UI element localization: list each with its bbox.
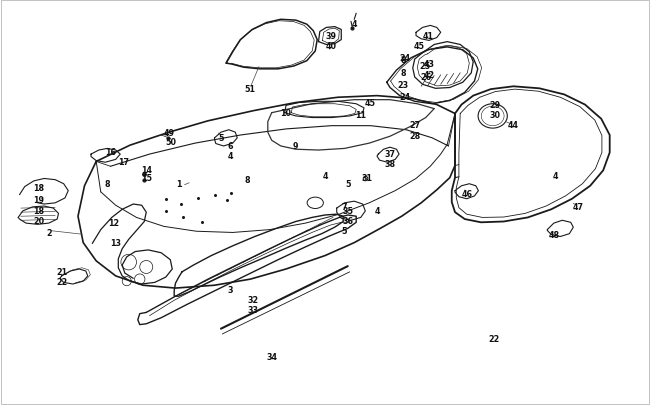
Text: 41: 41: [422, 32, 433, 41]
Text: 13: 13: [111, 239, 121, 247]
Text: 40: 40: [326, 42, 337, 51]
Text: 45: 45: [414, 42, 424, 51]
Text: 35: 35: [343, 206, 353, 215]
Text: 18: 18: [33, 184, 45, 193]
Text: 33: 33: [248, 305, 259, 314]
Text: 42: 42: [423, 70, 435, 79]
Text: 3: 3: [228, 285, 233, 294]
Text: 43: 43: [424, 60, 434, 69]
Text: 1: 1: [176, 180, 181, 189]
Text: 22: 22: [488, 334, 500, 343]
Text: 18: 18: [33, 206, 45, 215]
Text: 47: 47: [573, 202, 584, 211]
Text: 45: 45: [365, 99, 376, 108]
Text: 17: 17: [118, 158, 129, 166]
Text: 51: 51: [245, 85, 255, 94]
Text: 27: 27: [409, 121, 421, 130]
Text: 16: 16: [105, 147, 116, 156]
Text: 26: 26: [420, 72, 432, 81]
Text: 21: 21: [56, 267, 68, 276]
Text: 5: 5: [218, 133, 224, 142]
Text: 4: 4: [228, 151, 233, 160]
Text: 22: 22: [56, 277, 68, 286]
Text: 9: 9: [293, 141, 298, 150]
Text: 24: 24: [399, 93, 411, 102]
Text: 38: 38: [384, 160, 396, 168]
Text: 6: 6: [228, 141, 233, 150]
Text: 31: 31: [362, 174, 372, 183]
Text: 32: 32: [248, 295, 259, 304]
Text: 10: 10: [281, 109, 291, 118]
Text: 46: 46: [462, 190, 472, 199]
Text: 2: 2: [46, 228, 51, 237]
Text: 48: 48: [548, 230, 560, 239]
Text: 37: 37: [385, 149, 395, 158]
Text: 30: 30: [490, 111, 501, 120]
Text: 8: 8: [244, 176, 250, 185]
Text: 34: 34: [266, 352, 277, 361]
Text: 24: 24: [399, 54, 411, 63]
Text: 19: 19: [34, 196, 44, 205]
Text: 8: 8: [400, 68, 406, 77]
Text: 36: 36: [343, 216, 353, 225]
Text: 8: 8: [400, 56, 406, 65]
Text: 5: 5: [345, 180, 350, 189]
Text: 50: 50: [166, 138, 176, 147]
Text: 25: 25: [419, 62, 430, 71]
Text: 44: 44: [508, 121, 519, 130]
Text: 4: 4: [352, 20, 357, 29]
Text: 15: 15: [141, 174, 151, 183]
Text: 5: 5: [342, 226, 347, 235]
Text: 20: 20: [33, 216, 45, 225]
Text: 12: 12: [108, 218, 120, 227]
Text: 14: 14: [141, 166, 151, 175]
Text: 4: 4: [553, 172, 558, 181]
Text: 7: 7: [342, 202, 347, 211]
Text: 39: 39: [326, 32, 337, 41]
Text: 28: 28: [409, 131, 421, 140]
Text: 29: 29: [489, 101, 501, 110]
Text: 49: 49: [164, 129, 174, 138]
Text: 23: 23: [397, 81, 409, 90]
Text: 8: 8: [105, 180, 110, 189]
Text: 4: 4: [322, 172, 328, 181]
Text: 4: 4: [374, 206, 380, 215]
Text: 11: 11: [356, 111, 366, 120]
